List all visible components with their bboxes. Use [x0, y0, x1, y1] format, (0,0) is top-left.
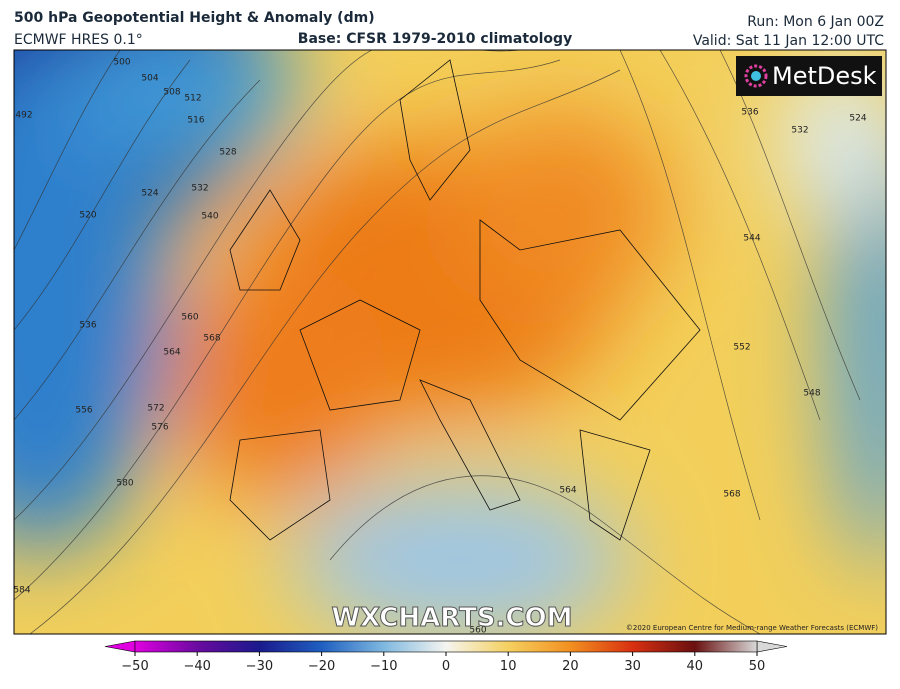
logo: MetDesk: [772, 62, 877, 90]
contour-label: 524: [141, 189, 158, 199]
colorbar-tick-label: 0: [442, 659, 450, 674]
contour-label: 524: [849, 114, 866, 124]
contour-label: 564: [559, 486, 576, 496]
colorbar-tick-label: 30: [624, 659, 641, 674]
contour-label: 568: [723, 490, 740, 500]
colorbar-tick-label: −50: [121, 659, 148, 674]
contour-label: 508: [163, 88, 180, 98]
colorbar-tick-label: −10: [370, 659, 397, 674]
contour-label: 544: [743, 234, 760, 244]
base: Base: CFSR 1979-2010 climatology: [298, 31, 572, 47]
contour-label: 516: [187, 116, 204, 126]
contour-label: 532: [791, 126, 808, 136]
map: 492 500 504 508 512 516 528 532 524 520 540 536 560 5…: [13, 50, 886, 636]
contour-label: 564: [163, 348, 180, 358]
contour-label: 504: [141, 74, 158, 84]
contour-label: 572: [147, 404, 164, 414]
colorbar-tick-label: 40: [687, 659, 704, 674]
contour-label: 548: [803, 389, 820, 399]
run: Run: Mon 6 Jan 00Z: [747, 14, 884, 30]
model: ECMWF HRES 0.1°: [14, 32, 143, 48]
colorbar-low-arrow: [104, 640, 136, 653]
valid-time: Valid: Sat 11 Jan 12:00 UTC: [693, 33, 884, 49]
title: 500 hPa Geopotential Height & Anomaly (d…: [14, 10, 375, 26]
colorbar-bar: [134, 640, 758, 653]
contour-label: 528: [219, 148, 236, 158]
contour-label: 552: [733, 343, 750, 353]
contour-label: 584: [13, 586, 30, 596]
contour-label: 500: [113, 58, 130, 68]
colorbar-tick-label: 20: [562, 659, 579, 674]
colorbar-high-arrow: [756, 640, 788, 653]
contour-label: 492: [15, 111, 32, 121]
colorbar-tick-label: 10: [500, 659, 517, 674]
contour-label: 580: [116, 479, 133, 489]
contour-label: 576: [151, 423, 168, 433]
contour-label: 556: [75, 406, 92, 416]
watermark: WXCHARTS.COM: [331, 603, 572, 633]
copyright: ©2020 European Centre for Medium-range W…: [626, 624, 878, 632]
contour-label: 568: [203, 334, 220, 344]
contour-label: 532: [191, 184, 208, 194]
colorbar-tick-label: 50: [749, 659, 766, 674]
contour-label: 512: [184, 94, 201, 104]
contour-label: 540: [201, 212, 218, 222]
colorbar-tick-label: −30: [246, 659, 273, 674]
contour-label: 536: [741, 108, 758, 118]
colorbar-tick-label: −40: [183, 659, 210, 674]
contour-label: 536: [79, 321, 96, 331]
contour-label: 560: [181, 313, 198, 323]
colorbar-tick-label: −20: [308, 659, 335, 674]
contour-label: 520: [79, 211, 96, 221]
contour-label: 560: [469, 626, 486, 636]
colorbar: −50 −40 −30 −20 −10 0 10 20 30 40 50: [104, 640, 788, 674]
